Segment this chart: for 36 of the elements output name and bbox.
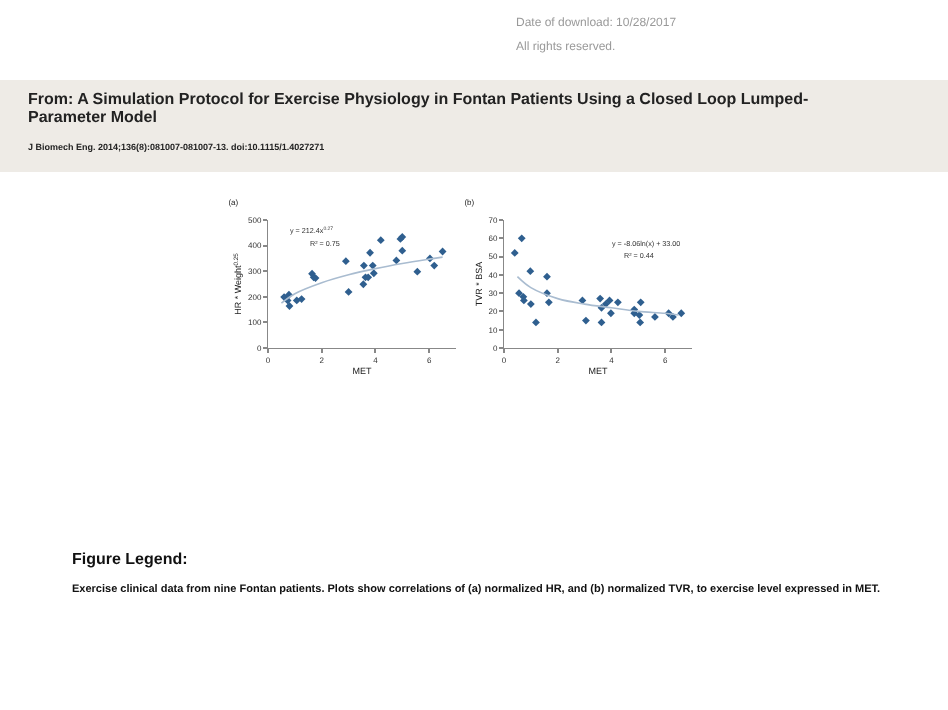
text: Figure Legend:	[72, 550, 190, 571]
point	[510, 249, 519, 257]
point	[413, 267, 422, 276]
point	[517, 234, 526, 243]
point	[526, 300, 535, 309]
point	[597, 318, 606, 327]
point	[578, 296, 587, 305]
point	[297, 295, 306, 303]
point	[438, 247, 447, 256]
point	[369, 269, 378, 278]
point	[543, 272, 551, 281]
point	[526, 267, 535, 276]
point	[392, 256, 401, 265]
point	[613, 298, 622, 307]
point	[635, 311, 644, 319]
point	[582, 316, 590, 325]
point	[398, 246, 407, 255]
point	[596, 294, 605, 303]
point	[368, 261, 377, 270]
point	[636, 298, 645, 307]
point	[359, 280, 368, 289]
point	[344, 288, 353, 296]
point	[515, 289, 523, 298]
point	[366, 248, 374, 257]
point	[677, 309, 686, 318]
point	[359, 261, 368, 270]
point	[430, 261, 439, 270]
point	[341, 257, 350, 266]
point	[532, 318, 540, 327]
point	[376, 236, 385, 245]
point	[544, 298, 553, 307]
point	[636, 318, 645, 327]
point	[651, 313, 659, 321]
point	[607, 309, 615, 318]
text: From: A Simulation Protocol for Exercise Physiology in Fontan Patients Using a Closed Loop Lumped-Parameter Model	[28, 90, 811, 126]
point	[285, 302, 294, 310]
